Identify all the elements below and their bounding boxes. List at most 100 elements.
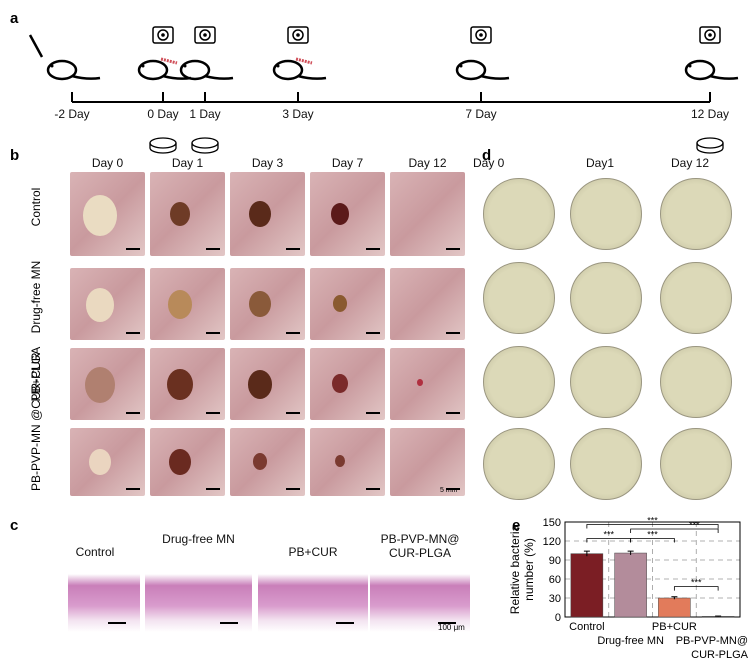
- day-label: 1 Day: [189, 107, 221, 121]
- wound-photo: [70, 348, 145, 420]
- scale-bar: [366, 412, 380, 414]
- significance-label: ***: [691, 578, 702, 588]
- histology-label: Drug-free MN: [162, 532, 235, 546]
- microneedle-patch-icon: [160, 57, 178, 65]
- scale-bar: [446, 248, 460, 250]
- wound-photo: [390, 268, 465, 340]
- microneedle-patch-icon: [295, 57, 313, 65]
- day-label: 7 Day: [465, 107, 497, 121]
- wound-area: [86, 288, 114, 322]
- panel-label-e: e: [512, 517, 521, 534]
- row-label: PB-PVP-MN @CUR-PLGA: [29, 346, 43, 491]
- camera-lens: [292, 29, 304, 41]
- mouse-tail: [480, 74, 510, 80]
- scale-bar-label: 5 mm: [440, 487, 458, 494]
- panel-label-c: c: [10, 517, 19, 534]
- wound-area: [333, 295, 347, 312]
- dish-lid: [696, 137, 724, 149]
- row-label: Control: [29, 187, 43, 227]
- significance-bracket: [630, 538, 675, 543]
- wound-area: [83, 195, 117, 236]
- scale-bar: [286, 332, 300, 334]
- scale-bar: [286, 248, 300, 250]
- wound-photo: [150, 172, 225, 256]
- histology-image: [370, 574, 470, 632]
- wound-photo: [70, 172, 145, 256]
- camera-body: [470, 26, 492, 44]
- column-label: Day 0: [473, 156, 505, 170]
- wound-area: [85, 367, 115, 403]
- y-tick-label: 90: [549, 555, 561, 567]
- scale-bar: [446, 332, 460, 334]
- agar-plate: [660, 178, 732, 250]
- wound-photo: [230, 428, 305, 496]
- camera-lens: [199, 29, 211, 41]
- y-tick-label: 60: [549, 574, 561, 586]
- y-axis-label-line: Relative bacteria: [508, 524, 522, 614]
- wound-area: [249, 291, 271, 318]
- wound-photo: [150, 268, 225, 340]
- mouse-body: [455, 59, 487, 81]
- scale-bar: [438, 622, 456, 624]
- agar-plate: [570, 428, 642, 500]
- mouse-tail: [71, 74, 101, 80]
- syringe-icon: [28, 34, 44, 58]
- camera-body: [194, 26, 216, 44]
- mouse-eye: [459, 64, 463, 68]
- wound-area: [167, 369, 193, 401]
- mouse-eye: [141, 64, 145, 68]
- wound-photo: [150, 348, 225, 420]
- wound-photo: [230, 348, 305, 420]
- scale-bar: [126, 412, 140, 414]
- wound-area: [89, 449, 111, 476]
- wound-photo: [70, 428, 145, 496]
- scale-bar: [206, 412, 220, 414]
- significance-label: ***: [689, 520, 700, 530]
- significance-label: ***: [647, 529, 658, 539]
- agar-plate: [570, 346, 642, 418]
- dish-lid: [149, 137, 177, 149]
- mouse-body: [179, 59, 211, 81]
- scale-bar: [126, 332, 140, 334]
- y-tick-label: 0: [555, 612, 561, 624]
- scale-bar: [366, 488, 380, 490]
- plot-frame: [564, 521, 741, 618]
- x-tick-label: PB+CUR: [652, 621, 697, 633]
- mouse-body: [137, 59, 169, 81]
- day-label: 3 Day: [282, 107, 314, 121]
- y-axis-label-line: number (%): [522, 538, 536, 601]
- histology-label: PB-PVP-MN@ CUR-PLGA: [380, 532, 460, 560]
- camera-body: [152, 26, 174, 44]
- wound-area: [248, 370, 272, 399]
- panel-label-d: d: [482, 147, 492, 164]
- column-label: Day 0: [91, 156, 124, 170]
- histology-image: [68, 574, 140, 632]
- camera-icon: [194, 26, 216, 44]
- camera-icon: [287, 26, 309, 44]
- bar-chart: 0 30 60 90 120 150 Control Drug-free MN PB+CUR PB…: [508, 516, 749, 661]
- agar-plate: [483, 428, 555, 500]
- significance-bracket: [673, 586, 719, 591]
- scale-bar: [126, 488, 140, 490]
- histology-image: [258, 574, 368, 632]
- wound-area: [335, 455, 345, 467]
- wound-area: [249, 201, 271, 228]
- wound-photo: [390, 172, 465, 256]
- histology-label: Control: [75, 545, 115, 559]
- histology-label: PB+CUR: [288, 545, 338, 559]
- camera-lens-center: [161, 33, 165, 37]
- camera-icon: [699, 26, 721, 44]
- mouse-tail: [709, 74, 739, 80]
- dish-base: [191, 143, 219, 154]
- wound-photo: [310, 268, 385, 340]
- camera-lens: [704, 29, 716, 41]
- camera-lens-center: [296, 33, 300, 37]
- dish-base: [696, 143, 724, 154]
- scale-bar: [206, 332, 220, 334]
- camera-lens: [475, 29, 487, 41]
- wound-photo: [390, 348, 465, 420]
- wound-photo: [230, 268, 305, 340]
- mouse-body: [46, 59, 78, 81]
- wound-area: [417, 379, 423, 387]
- x-tick-label: PB-PVP-MN@: [676, 635, 748, 647]
